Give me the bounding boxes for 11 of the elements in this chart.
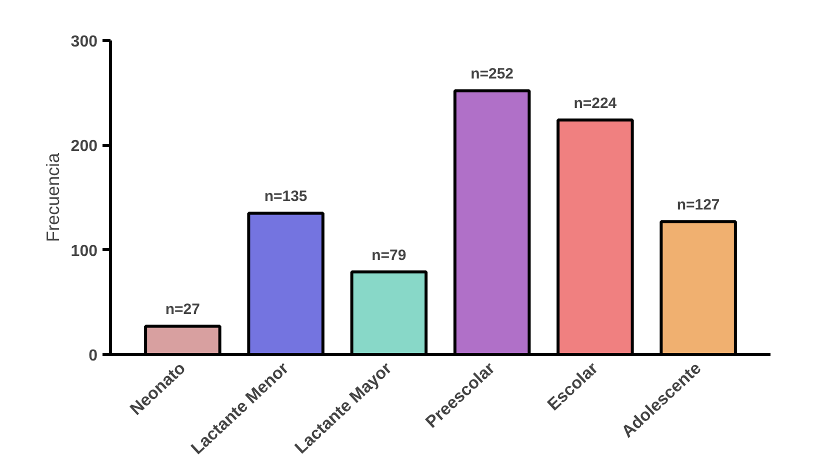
- y-tick-label: 0: [88, 348, 98, 364]
- data-label: n=224: [574, 95, 618, 112]
- y-tick-label: 300: [70, 34, 98, 50]
- data-label: n=135: [264, 188, 308, 206]
- data-label: n=252: [470, 66, 514, 83]
- y-tick-label: 200: [70, 138, 98, 156]
- y-tick-label: 100: [70, 242, 98, 260]
- data-label: n=27: [165, 301, 200, 318]
- y-axis-title: Frecuencia: [42, 152, 63, 242]
- data-label: n=127: [676, 196, 720, 214]
- data-label: n=79: [372, 246, 406, 264]
